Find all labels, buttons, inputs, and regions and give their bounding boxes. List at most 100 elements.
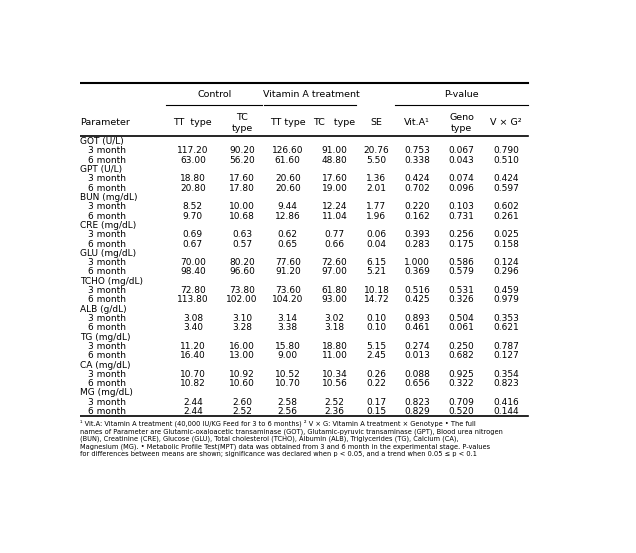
Text: 72.60: 72.60 (322, 258, 347, 267)
Text: TG (mg/dL): TG (mg/dL) (81, 332, 131, 342)
Text: 0.63: 0.63 (232, 230, 252, 239)
Text: 10.56: 10.56 (322, 379, 347, 388)
Text: 0.621: 0.621 (493, 324, 519, 332)
Text: 90.20: 90.20 (230, 147, 255, 155)
Text: 98.40: 98.40 (180, 268, 205, 276)
Text: SE: SE (371, 118, 382, 128)
Text: 20.76: 20.76 (364, 147, 389, 155)
Text: 12.86: 12.86 (275, 212, 301, 221)
Text: 70.00: 70.00 (180, 258, 206, 267)
Text: 0.579: 0.579 (448, 268, 474, 276)
Text: 3 month: 3 month (88, 147, 127, 155)
Text: 0.144: 0.144 (493, 407, 519, 416)
Text: 20.60: 20.60 (275, 184, 301, 192)
Text: 6 month: 6 month (88, 379, 127, 388)
Text: 0.425: 0.425 (404, 295, 430, 304)
Text: 0.62: 0.62 (278, 230, 298, 239)
Text: GPT (U/L): GPT (U/L) (81, 165, 123, 174)
Text: 73.80: 73.80 (229, 286, 255, 295)
Text: 0.354: 0.354 (493, 370, 519, 379)
Text: 0.510: 0.510 (493, 156, 519, 165)
Text: 3 month: 3 month (88, 230, 127, 239)
Text: 56.20: 56.20 (230, 156, 255, 165)
Text: 0.15: 0.15 (366, 407, 387, 416)
Text: 2.44: 2.44 (183, 407, 203, 416)
Text: 0.283: 0.283 (404, 239, 430, 248)
Text: TC   type: TC type (314, 118, 356, 128)
Text: 0.504: 0.504 (448, 314, 474, 323)
Text: 2.52: 2.52 (324, 398, 345, 407)
Text: CA (mg/dL): CA (mg/dL) (81, 361, 131, 369)
Text: 10.18: 10.18 (364, 286, 389, 295)
Text: 3 month: 3 month (88, 258, 127, 267)
Text: 20.60: 20.60 (275, 174, 301, 184)
Text: 16.40: 16.40 (180, 351, 205, 360)
Text: 11.00: 11.00 (322, 351, 347, 360)
Text: 9.00: 9.00 (278, 351, 298, 360)
Text: 16.00: 16.00 (229, 342, 255, 351)
Text: 0.597: 0.597 (493, 184, 519, 192)
Text: 3.38: 3.38 (278, 324, 298, 332)
Text: 0.067: 0.067 (448, 147, 474, 155)
Text: 97.00: 97.00 (322, 268, 347, 276)
Text: 3 month: 3 month (88, 286, 127, 295)
Text: 2.36: 2.36 (324, 407, 345, 416)
Text: 0.424: 0.424 (493, 174, 518, 184)
Text: 61.60: 61.60 (275, 156, 301, 165)
Text: 0.127: 0.127 (493, 351, 519, 360)
Text: 73.60: 73.60 (275, 286, 301, 295)
Text: 3.18: 3.18 (324, 324, 345, 332)
Text: 0.893: 0.893 (404, 314, 430, 323)
Text: 3 month: 3 month (88, 398, 127, 407)
Text: 3 month: 3 month (88, 174, 127, 184)
Text: 104.20: 104.20 (272, 295, 303, 304)
Text: 0.416: 0.416 (493, 398, 519, 407)
Text: 17.60: 17.60 (229, 174, 255, 184)
Text: 0.925: 0.925 (448, 370, 474, 379)
Text: 0.424: 0.424 (404, 174, 430, 184)
Text: 0.088: 0.088 (404, 370, 430, 379)
Text: 0.65: 0.65 (278, 239, 298, 248)
Text: 0.06: 0.06 (366, 230, 387, 239)
Text: 2.56: 2.56 (278, 407, 298, 416)
Text: 9.44: 9.44 (278, 202, 298, 211)
Text: 5.21: 5.21 (366, 268, 387, 276)
Text: 0.656: 0.656 (404, 379, 430, 388)
Text: 2.01: 2.01 (366, 184, 387, 192)
Text: 0.586: 0.586 (448, 258, 474, 267)
Text: 126.60: 126.60 (272, 147, 303, 155)
Text: 0.702: 0.702 (404, 184, 430, 192)
Text: 0.69: 0.69 (183, 230, 203, 239)
Text: 0.979: 0.979 (493, 295, 519, 304)
Text: 0.77: 0.77 (324, 230, 345, 239)
Text: 10.34: 10.34 (322, 370, 347, 379)
Text: 72.80: 72.80 (180, 286, 205, 295)
Text: 10.70: 10.70 (275, 379, 301, 388)
Text: 0.322: 0.322 (448, 379, 474, 388)
Text: Vitamin A treatment: Vitamin A treatment (263, 90, 359, 99)
Text: 3 month: 3 month (88, 342, 127, 351)
Text: 0.66: 0.66 (324, 239, 345, 248)
Text: 0.602: 0.602 (493, 202, 519, 211)
Text: 0.250: 0.250 (448, 342, 474, 351)
Text: 0.220: 0.220 (404, 202, 430, 211)
Text: 3 month: 3 month (88, 202, 127, 211)
Text: 6 month: 6 month (88, 184, 127, 192)
Text: 0.10: 0.10 (366, 324, 387, 332)
Text: 0.531: 0.531 (448, 286, 474, 295)
Text: 96.60: 96.60 (229, 268, 255, 276)
Text: ¹ Vit.A: Vitamin A treatment (40,000 IU/KG Feed for 3 to 6 months) ² V × G: Vita: ¹ Vit.A: Vitamin A treatment (40,000 IU/… (80, 420, 502, 457)
Text: 11.04: 11.04 (322, 212, 347, 221)
Text: V × G²: V × G² (490, 118, 522, 128)
Text: 0.787: 0.787 (493, 342, 519, 351)
Text: 48.80: 48.80 (322, 156, 347, 165)
Text: 10.60: 10.60 (229, 379, 255, 388)
Text: Geno
type: Geno type (449, 113, 474, 133)
Text: 0.520: 0.520 (448, 407, 474, 416)
Text: 10.52: 10.52 (275, 370, 301, 379)
Text: 1.36: 1.36 (366, 174, 387, 184)
Text: TT  type: TT type (174, 118, 212, 128)
Text: 3.14: 3.14 (278, 314, 298, 323)
Text: 17.60: 17.60 (322, 174, 347, 184)
Text: 0.823: 0.823 (493, 379, 519, 388)
